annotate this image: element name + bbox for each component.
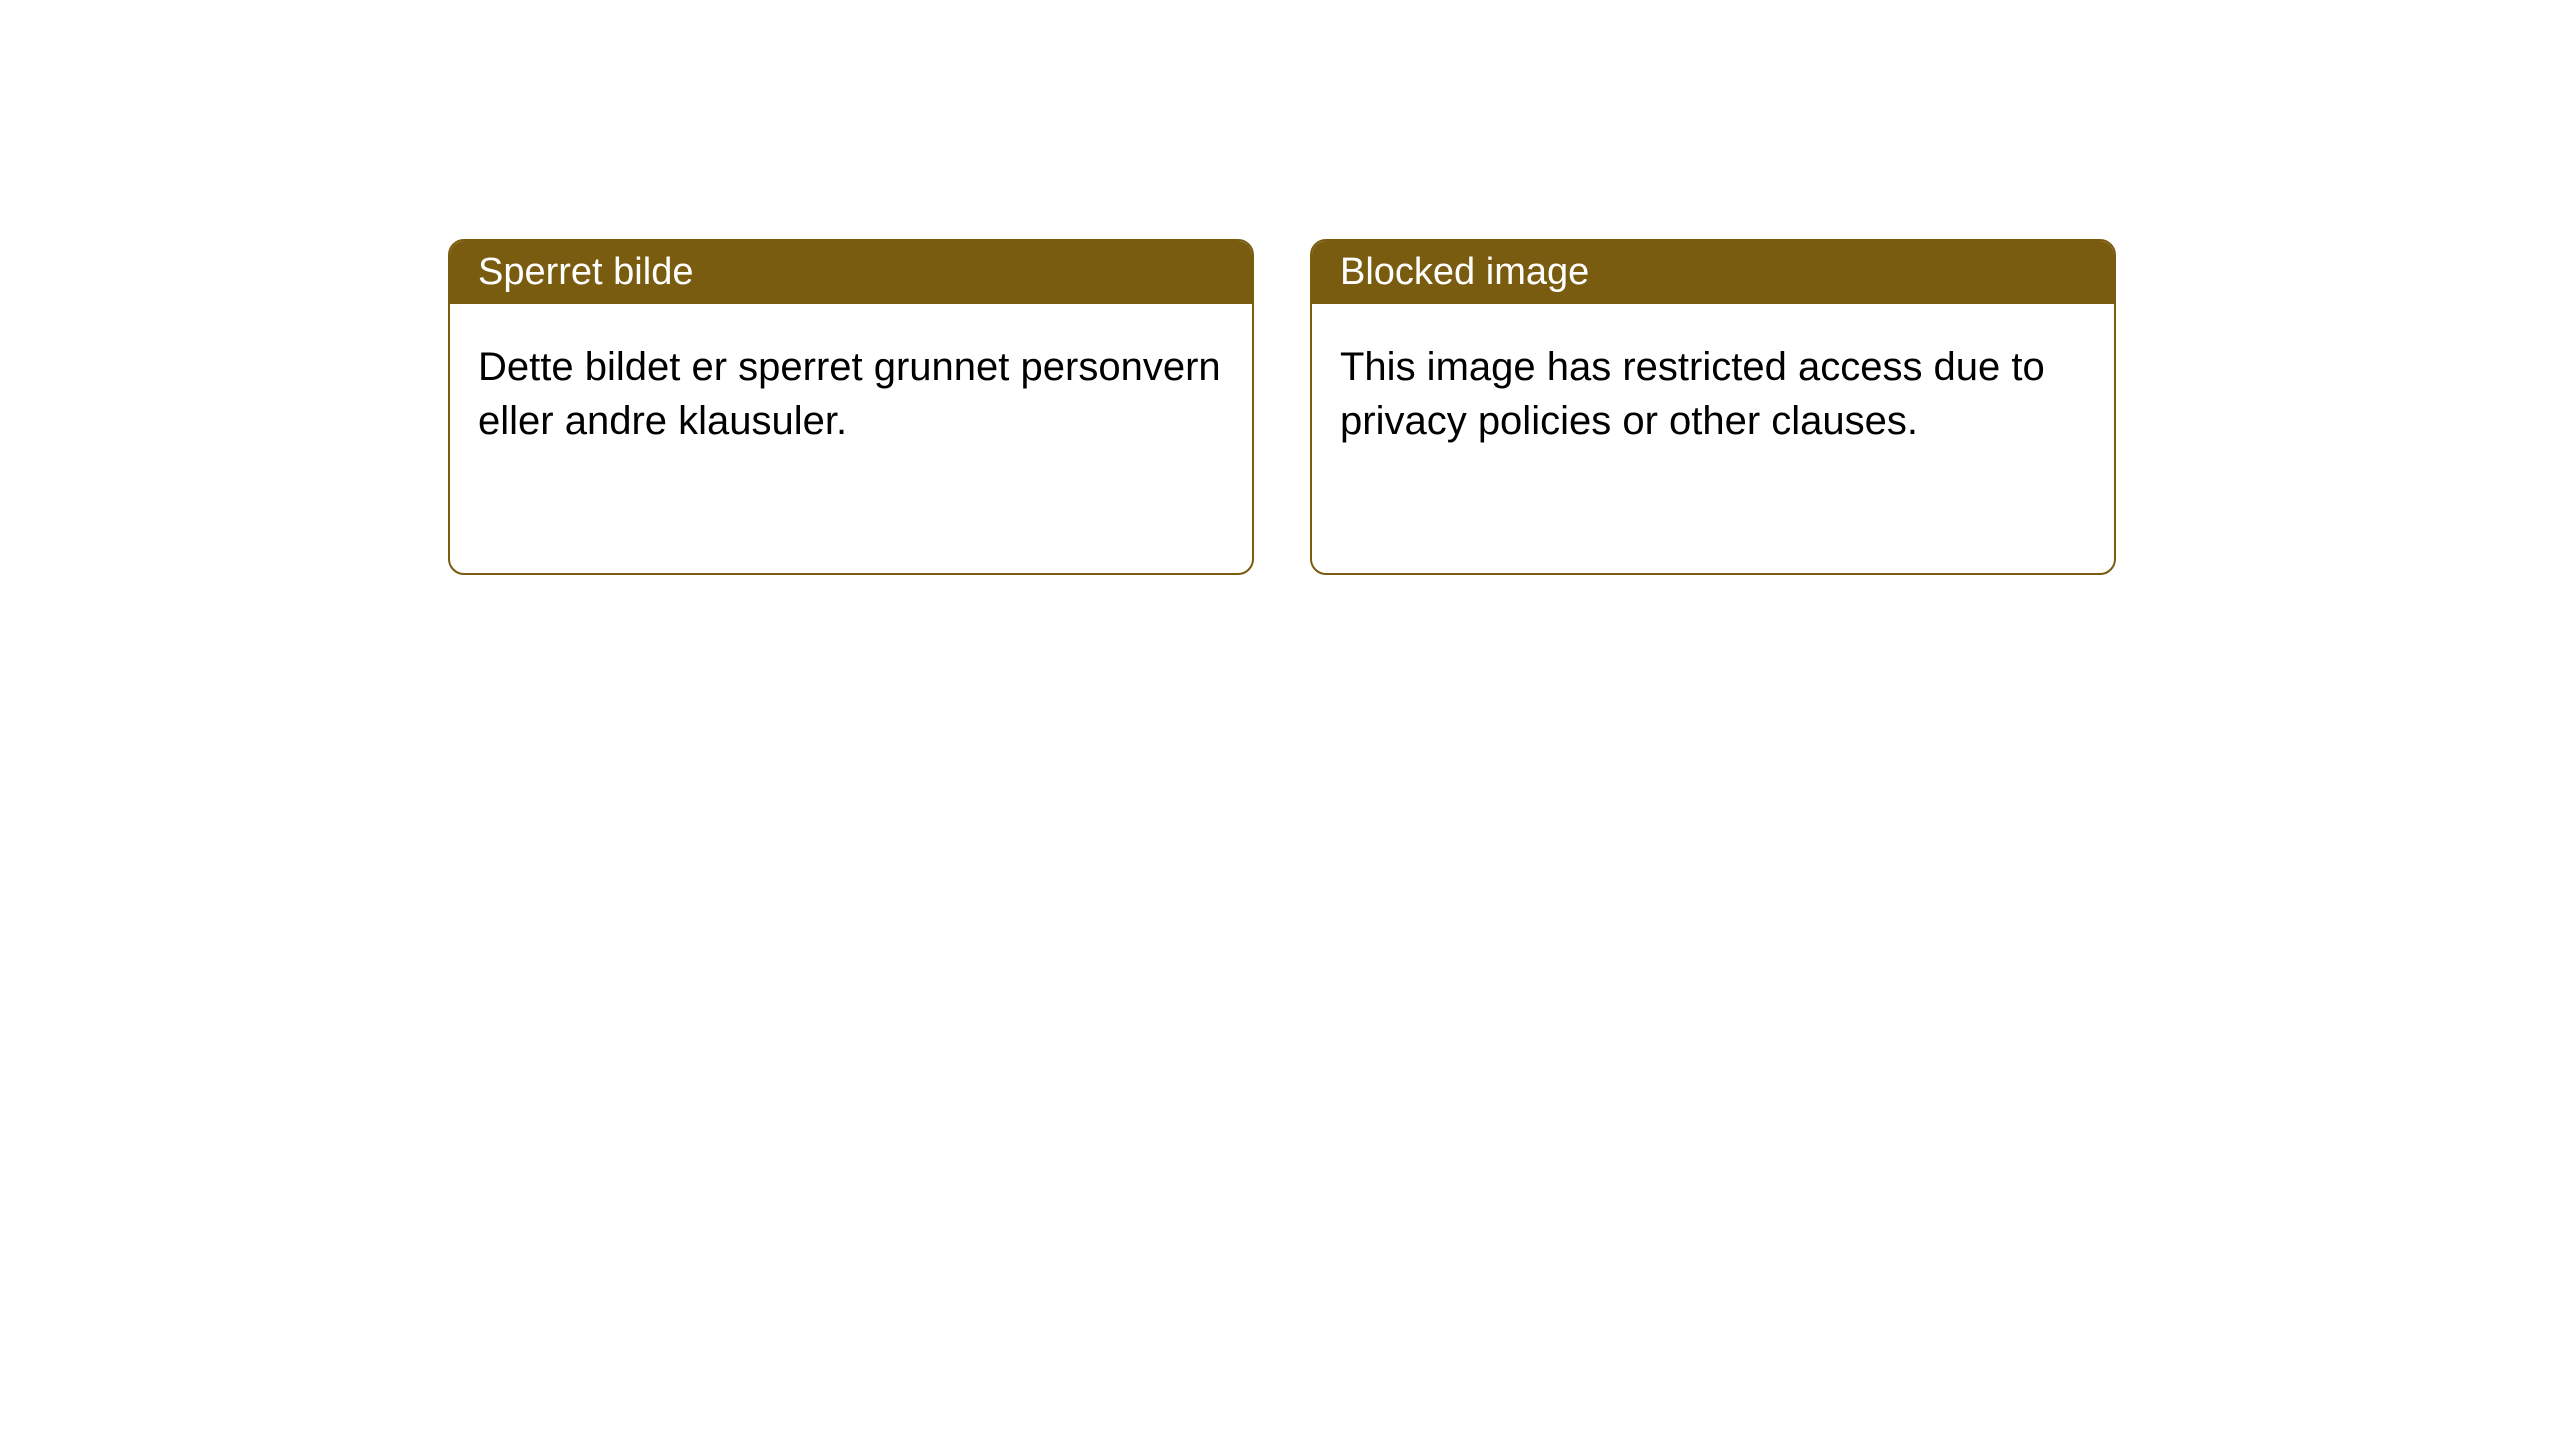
notice-container: Sperret bilde Dette bildet er sperret gr… bbox=[448, 239, 2116, 575]
card-title-no: Sperret bilde bbox=[478, 251, 693, 293]
card-header-en: Blocked image bbox=[1312, 241, 2114, 304]
card-text-en: This image has restricted access due to … bbox=[1340, 345, 2045, 443]
card-header-no: Sperret bilde bbox=[450, 241, 1252, 304]
card-body-no: Dette bildet er sperret grunnet personve… bbox=[450, 304, 1252, 484]
card-body-en: This image has restricted access due to … bbox=[1312, 304, 2114, 484]
card-text-no: Dette bildet er sperret grunnet personve… bbox=[478, 345, 1221, 443]
card-title-en: Blocked image bbox=[1340, 251, 1589, 293]
blocked-image-card-no: Sperret bilde Dette bildet er sperret gr… bbox=[448, 239, 1254, 575]
blocked-image-card-en: Blocked image This image has restricted … bbox=[1310, 239, 2116, 575]
